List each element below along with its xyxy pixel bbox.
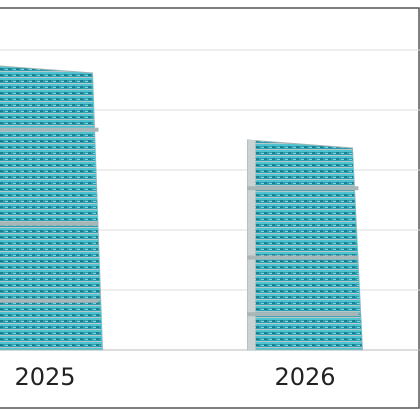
floor-band — [247, 186, 359, 191]
floor-band — [0, 298, 99, 303]
floor-band — [247, 255, 359, 260]
x-tick-label: 2026 — [274, 363, 335, 391]
bars — [0, 65, 364, 351]
building-edge — [247, 140, 256, 350]
building-facade — [247, 139, 364, 351]
frame — [0, 7, 420, 409]
x-tick-label: 2025 — [14, 363, 75, 391]
building-facade — [0, 65, 104, 351]
floor-band — [0, 221, 99, 226]
bar — [247, 139, 364, 351]
floor-band — [247, 312, 359, 317]
floor-band — [0, 127, 99, 132]
bar — [0, 65, 104, 351]
